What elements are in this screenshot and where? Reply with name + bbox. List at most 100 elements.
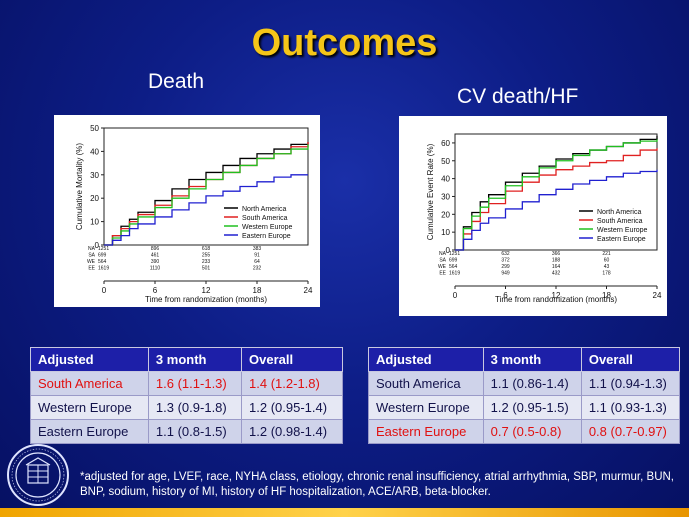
bottom-accent-bar	[0, 508, 689, 517]
risk-count: 164	[552, 264, 561, 270]
risk-row-label: WE	[438, 264, 447, 270]
y-axis-label: Cumulative Mortality (%)	[75, 143, 84, 230]
risk-count: 1110	[150, 266, 161, 272]
risk-count: 1619	[98, 266, 109, 272]
x-tick-label: 6	[153, 286, 158, 295]
risk-row-label: SA	[88, 253, 95, 259]
value-cell: 1.1 (0.86-1.4)	[482, 371, 582, 396]
risk-count: 699	[98, 253, 107, 259]
region-cell: Eastern Europe	[30, 419, 149, 444]
event-adjusted-table: Adjusted 3 month Overall South America 1…	[368, 347, 681, 444]
y-tick-label: 30	[441, 192, 450, 201]
risk-count: 43	[604, 264, 610, 270]
y-tick-label: 50	[90, 124, 99, 133]
y-tick-label: 50	[441, 157, 450, 166]
risk-count: 1251	[449, 251, 460, 257]
header-overall: Overall	[241, 347, 343, 372]
x-tick-label: 12	[202, 286, 211, 295]
risk-count: 366	[552, 251, 561, 257]
value-cell: 1.2 (0.98-1.4)	[241, 419, 343, 444]
y-tick-label: 0	[95, 241, 100, 250]
risk-count: 896	[151, 246, 160, 252]
value-cell: 1.2 (0.95-1.4)	[241, 395, 343, 420]
risk-row-label: WE	[87, 259, 96, 265]
slide-title: Outcomes	[251, 22, 438, 64]
header-3-month: 3 month	[482, 347, 582, 372]
risk-count: 233	[202, 259, 211, 265]
risk-count: 699	[449, 258, 458, 264]
x-axis-label: Time from randomization (months)	[495, 295, 617, 304]
risk-count: 91	[254, 253, 260, 259]
x-tick-label: 0	[102, 286, 107, 295]
legend-label: South America	[242, 215, 288, 222]
y-tick-label: 40	[90, 147, 99, 156]
legend-label: Eastern Europe	[242, 233, 291, 240]
y-tick-label: 10	[90, 218, 99, 227]
table-row: Western Europe 1.2 (0.95-1.5) 1.1 (0.93-…	[368, 395, 681, 420]
legend-label: Eastern Europe	[597, 236, 646, 243]
risk-count: 564	[98, 259, 107, 265]
table-header-row: Adjusted 3 month Overall	[368, 347, 681, 372]
table-row: South America 1.6 (1.1-1.3) 1.4 (1.2-1.8…	[30, 371, 343, 396]
value-cell: 1.3 (0.9-1.8)	[147, 395, 243, 420]
risk-count: 188	[552, 258, 561, 264]
risk-count: 501	[202, 266, 211, 272]
risk-count: 432	[552, 271, 561, 277]
x-tick-label: 18	[602, 291, 611, 300]
value-cell: 0.7 (0.5-0.8)	[482, 419, 582, 444]
x-axis-label: Time from randomization (months)	[145, 295, 267, 304]
risk-count: 461	[151, 253, 160, 259]
x-tick-label: 18	[253, 286, 262, 295]
plot-frame	[103, 127, 309, 246]
risk-row-label: EE	[88, 266, 95, 272]
legend-label: Western Europe	[597, 227, 648, 234]
risk-count: 178	[602, 271, 611, 277]
series-line-eastern-europe	[455, 169, 658, 251]
header-adjusted: Adjusted	[30, 347, 149, 372]
region-cell: South America	[368, 371, 484, 396]
risk-count: 632	[501, 251, 510, 257]
legend-label: Western Europe	[242, 224, 293, 231]
risk-row-label: EE	[439, 271, 446, 277]
risk-row-label: NA	[88, 246, 96, 252]
risk-count: 1619	[449, 271, 460, 277]
cv-death-hf-heading: CV death/HF	[457, 85, 579, 108]
legend-label: North America	[597, 209, 641, 216]
value-cell: 1.1 (0.94-1.3)	[580, 371, 681, 396]
value-cell: 0.8 (0.7-0.97)	[580, 419, 681, 444]
value-cell: 1.2 (0.95-1.5)	[482, 395, 582, 420]
risk-count: 64	[254, 259, 260, 265]
death-heading: Death	[148, 70, 205, 93]
mortality-chart-panel: 0 10 20 30 40 50 0 6 12 18 24 Time from randomizati…	[54, 115, 320, 307]
risk-count: 564	[449, 264, 458, 270]
risk-count: 299	[501, 264, 510, 270]
legend-label: North America	[242, 206, 286, 213]
header-overall: Overall	[580, 347, 681, 372]
region-cell: Eastern Europe	[368, 419, 484, 444]
risk-count: 949	[501, 271, 510, 277]
risk-count: 221	[602, 251, 611, 257]
risk-count: 618	[202, 246, 211, 252]
header-adjusted: Adjusted	[368, 347, 484, 372]
plot-frame	[454, 133, 658, 251]
table-row: Western Europe 1.3 (0.9-1.8) 1.2 (0.95-1…	[30, 395, 343, 420]
y-tick-label: 40	[441, 175, 450, 184]
risk-count: 383	[253, 246, 262, 252]
y-tick-label: 10	[441, 228, 450, 237]
region-cell: Western Europe	[368, 395, 484, 420]
mortality-chart: 0 10 20 30 40 50 0 6 12 18 24 Time from randomizati…	[75, 124, 313, 304]
legend-label: South America	[597, 218, 643, 225]
header-3-month: 3 month	[147, 347, 243, 372]
event-rate-chart: 0 10 20 30 40 50 60 0 6 12 18 24 Time from randomiza…	[426, 133, 662, 304]
y-tick-label: 20	[90, 194, 99, 203]
mortality-adjusted-table: Adjusted 3 month Overall South America 1…	[30, 347, 343, 444]
table-row: Eastern Europe 0.7 (0.5-0.8) 0.8 (0.7-0.…	[368, 419, 681, 444]
series-line-western-europe	[455, 139, 658, 251]
risk-count: 232	[253, 266, 262, 272]
x-tick-label: 24	[653, 291, 662, 300]
table-row: South America 1.1 (0.86-1.4) 1.1 (0.94-1…	[368, 371, 681, 396]
x-tick-label: 6	[503, 291, 508, 300]
value-cell: 1.1 (0.8-1.5)	[147, 419, 243, 444]
series-line-north-america	[104, 142, 309, 246]
university-seal-icon	[7, 444, 69, 506]
